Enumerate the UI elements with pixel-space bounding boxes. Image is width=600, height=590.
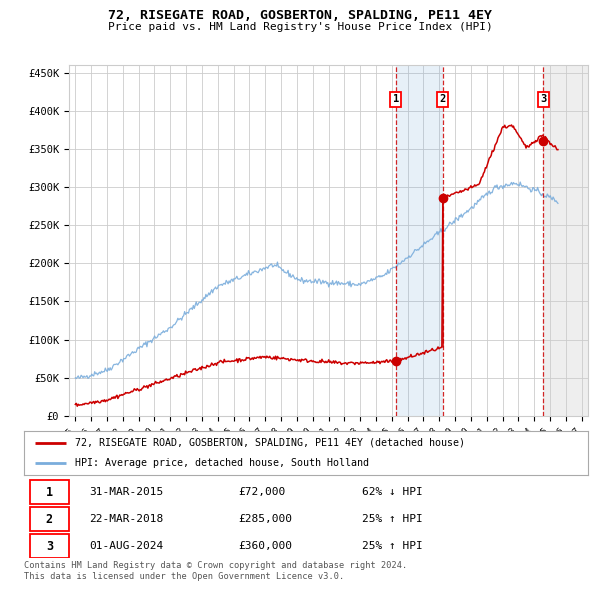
Text: £285,000: £285,000	[238, 514, 292, 525]
Bar	[544, 65, 588, 416]
Text: Price paid vs. HM Land Registry's House Price Index (HPI): Price paid vs. HM Land Registry's House …	[107, 22, 493, 32]
Text: 31-MAR-2015: 31-MAR-2015	[89, 487, 163, 497]
Text: £72,000: £72,000	[238, 487, 286, 497]
Text: 2: 2	[440, 94, 446, 104]
Text: 72, RISEGATE ROAD, GOSBERTON, SPALDING, PE11 4EY: 72, RISEGATE ROAD, GOSBERTON, SPALDING, …	[108, 9, 492, 22]
Bar	[396, 65, 443, 416]
Text: 1: 1	[46, 486, 53, 499]
Bar	[544, 65, 588, 416]
FancyBboxPatch shape	[29, 535, 69, 558]
Text: 3: 3	[540, 94, 547, 104]
FancyBboxPatch shape	[29, 480, 69, 504]
Text: This data is licensed under the Open Government Licence v3.0.: This data is licensed under the Open Gov…	[24, 572, 344, 581]
Text: 1: 1	[392, 94, 399, 104]
Text: 72, RISEGATE ROAD, GOSBERTON, SPALDING, PE11 4EY (detached house): 72, RISEGATE ROAD, GOSBERTON, SPALDING, …	[75, 438, 465, 448]
Text: £360,000: £360,000	[238, 542, 292, 552]
Text: 01-AUG-2024: 01-AUG-2024	[89, 542, 163, 552]
Text: 3: 3	[46, 540, 53, 553]
Text: 22-MAR-2018: 22-MAR-2018	[89, 514, 163, 525]
Text: 25% ↑ HPI: 25% ↑ HPI	[362, 514, 423, 525]
Text: 2: 2	[46, 513, 53, 526]
Text: 62% ↓ HPI: 62% ↓ HPI	[362, 487, 423, 497]
Text: 25% ↑ HPI: 25% ↑ HPI	[362, 542, 423, 552]
FancyBboxPatch shape	[29, 507, 69, 531]
Text: Contains HM Land Registry data © Crown copyright and database right 2024.: Contains HM Land Registry data © Crown c…	[24, 560, 407, 569]
Text: HPI: Average price, detached house, South Holland: HPI: Average price, detached house, Sout…	[75, 458, 369, 468]
